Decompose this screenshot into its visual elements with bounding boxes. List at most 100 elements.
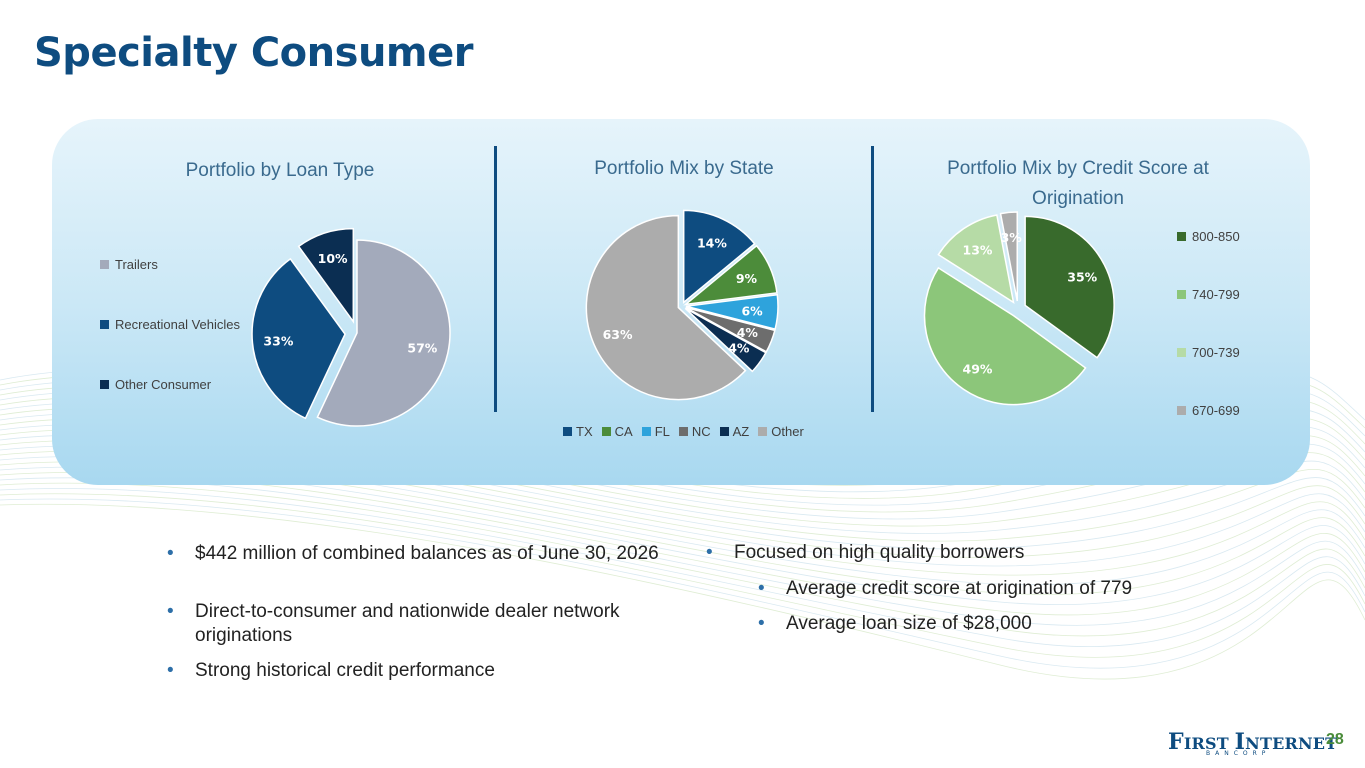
bullet-dot: •: [167, 601, 174, 622]
legend-swatch: [100, 380, 109, 389]
chart-title-state: Portfolio Mix by State: [594, 158, 774, 179]
legend-item: Other Consumer: [100, 377, 211, 392]
pie-data-label: 9%: [736, 271, 758, 286]
legend-label: AZ: [732, 424, 750, 439]
pie-data-label: 3%: [1001, 230, 1023, 245]
pie-slice-670-699: [999, 211, 1018, 302]
pie-slice-recreational-vehicles: [251, 257, 346, 420]
bullet-text: Strong historical credit performance: [195, 660, 495, 681]
legend-label: 670-699: [1192, 403, 1240, 418]
pie-data-label: 63%: [603, 327, 633, 342]
legend-label: NC: [691, 424, 711, 439]
logo-subtitle: BANCORP: [1206, 750, 1271, 757]
legend-item: 740-799: [1177, 287, 1240, 302]
legend-label: 740-799: [1192, 287, 1240, 302]
legend-swatch: [678, 427, 688, 436]
legend-swatch: [641, 427, 651, 436]
pie-chart-credit-score: 35% 49% 13% 3%: [923, 211, 1115, 406]
page-number: 28: [1326, 731, 1344, 748]
pie-data-label: 35%: [1067, 269, 1097, 284]
legend-item: 800-850: [1177, 229, 1240, 244]
legend-state: TX CA FL NC AZ Other: [563, 424, 813, 439]
pie-data-label: 4%: [737, 325, 759, 340]
legend-item: Recreational Vehicles: [100, 317, 240, 332]
background-wave-line: [0, 477, 1365, 626]
background-wave-line: [0, 493, 1365, 658]
bullet-item: • Focused on high quality borrowers: [706, 541, 1306, 565]
legend-label: FL: [654, 424, 670, 439]
pie-slice-az: [684, 307, 767, 373]
legend-swatch: [719, 427, 729, 436]
divider-right: [871, 146, 874, 412]
pie-data-label: 10%: [318, 251, 348, 266]
legend-item: NC: [678, 424, 711, 439]
legend-item: AZ: [719, 424, 750, 439]
legend-item: TX: [563, 424, 593, 439]
legend-swatch: [563, 427, 572, 436]
bullet-text: Focused on high quality borrowers: [734, 542, 1025, 563]
legend-label: 700-739: [1192, 345, 1240, 360]
bullet-text: Direct-to-consumer and nationwide dealer…: [195, 601, 620, 646]
background-wave-line: [0, 503, 1365, 680]
page-title: Specialty Consumer: [34, 30, 473, 76]
background-wave-line: [0, 498, 1365, 669]
pie-data-label: 13%: [963, 242, 993, 257]
logo-wordmark: FIRST INTERNET: [1168, 729, 1338, 755]
pie-data-label: 14%: [697, 235, 727, 250]
legend-swatch: [100, 260, 109, 269]
legend-swatch: [100, 320, 109, 329]
pie-slice-700-739: [937, 214, 1015, 304]
legend-swatch: [1177, 290, 1186, 299]
sub-bullet-item: • Average credit score at origination of …: [758, 577, 1318, 601]
pie-slice-fl: [685, 293, 779, 331]
bullet-dot: •: [758, 578, 765, 599]
pie-slice-other: [585, 214, 747, 401]
pie-data-label: 57%: [407, 341, 437, 356]
background-wave-line: [0, 472, 1365, 616]
legend-swatch: [1177, 348, 1186, 357]
bullet-item: • Direct-to-consumer and nationwide deale…: [167, 600, 667, 648]
legend-item: CA: [601, 424, 633, 439]
pie-data-label: 6%: [741, 303, 763, 318]
pie-data-label: 33%: [263, 333, 293, 348]
divider-left: [494, 146, 497, 412]
pie-chart-state: 14% 9% 6% 4%4% 63%: [585, 209, 779, 401]
pie-slice-other-consumer: [297, 227, 355, 324]
bullet-dot: •: [167, 660, 174, 681]
legend-label: Recreational Vehicles: [115, 317, 241, 332]
legend-swatch: [758, 427, 768, 436]
pie-slice-tx: [682, 209, 756, 304]
pie-data-label: 4%: [728, 340, 750, 355]
bullet-text: Average loan size of $28,000: [786, 613, 1032, 634]
chart-title-credit-score: Portfolio Mix by Credit Score at Origina…: [947, 158, 1209, 209]
pie-slice-ca: [683, 244, 778, 306]
legend-swatch: [1177, 232, 1186, 241]
pie-chart-loan-type: 57% 33% 10%: [251, 227, 451, 427]
legend-item: Other: [758, 424, 804, 439]
legend-label: Other: [771, 424, 804, 439]
pie-slice-740-799: [923, 266, 1087, 406]
legend-label: 800-850: [1192, 229, 1240, 244]
legend-label: CA: [614, 424, 633, 439]
legend-item: Trailers: [100, 257, 158, 272]
background-wave-line: [0, 482, 1365, 637]
legend-label: Trailers: [115, 257, 158, 272]
pie-data-label: 49%: [963, 362, 993, 377]
bullet-dot: •: [758, 613, 765, 634]
bullet-text: Average credit score at origination of 7…: [786, 578, 1133, 599]
pie-slice-nc: [685, 306, 776, 353]
legend-label: TX: [576, 424, 593, 439]
legend-swatch: [1177, 406, 1186, 415]
sub-bullet-item: • Average loan size of $28,000: [758, 612, 1318, 636]
bullet-dot: •: [706, 542, 713, 563]
company-logo: FIRST INTERNET BANCORP: [1168, 729, 1337, 757]
legend-item: 700-739: [1177, 345, 1240, 360]
legend-item: 670-699: [1177, 403, 1240, 418]
bullet-item: • Strong historical credit performance: [167, 659, 667, 683]
bullet-item: • $442 million of combined balances as of…: [167, 542, 667, 566]
chart-title-loan-type: Portfolio by Loan Type: [185, 160, 375, 181]
bullet-text: $442 million of combined balances as of …: [195, 543, 659, 564]
legend-item: FL: [641, 424, 670, 439]
legend-label: Other Consumer: [115, 377, 212, 392]
pie-slice-trailers: [316, 239, 451, 427]
